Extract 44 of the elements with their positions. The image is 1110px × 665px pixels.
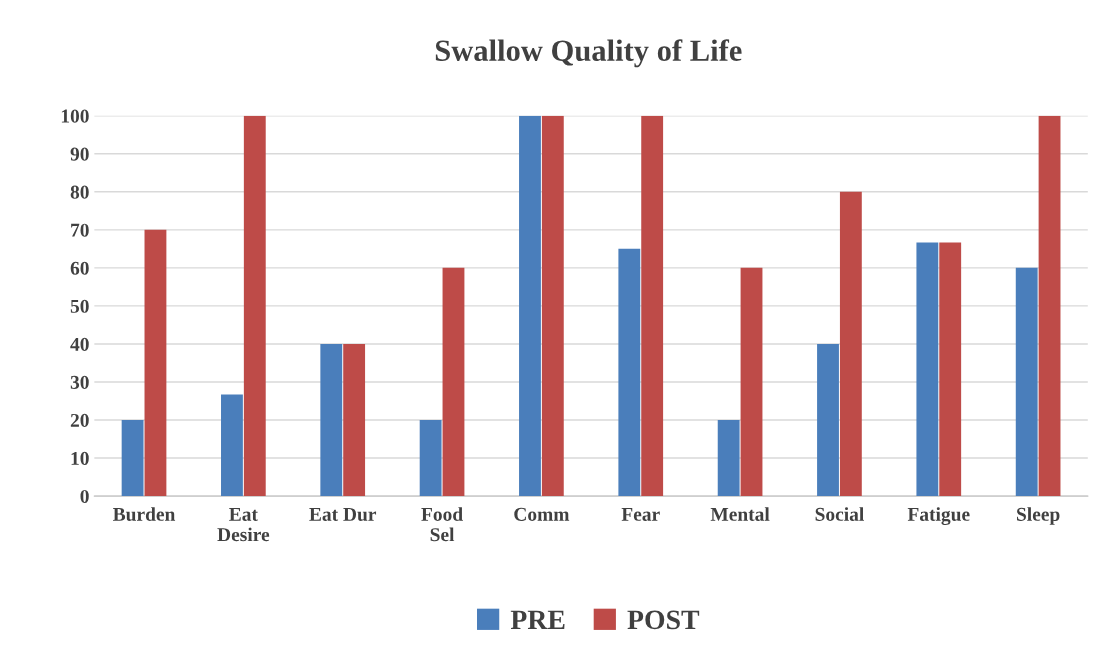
- bar: [320, 343, 343, 497]
- x-tick-label: Burden: [113, 507, 176, 521]
- y-tick-label: 60: [70, 261, 89, 275]
- x-tick-label: Food Sel: [421, 507, 463, 542]
- legend-label: PRE: [510, 610, 565, 629]
- bar: [243, 115, 266, 497]
- bar: [740, 267, 763, 497]
- y-tick-label: 80: [70, 185, 89, 199]
- bar: [817, 343, 839, 497]
- y-tick-label: 30: [70, 375, 89, 389]
- bar: [939, 242, 962, 497]
- y-tick-label: 0: [80, 489, 89, 504]
- bar: [1038, 115, 1061, 497]
- bar: [442, 267, 465, 497]
- bar: [1015, 267, 1038, 497]
- x-tick-label: Sleep: [1017, 507, 1060, 525]
- x-tick-label: Mental: [710, 507, 770, 521]
- bar: [839, 191, 862, 497]
- y-tick-label: 10: [71, 451, 89, 465]
- bar: [916, 242, 939, 497]
- x-tick-label: Social: [815, 507, 864, 521]
- x-tick-label: Eat Dur: [309, 507, 377, 521]
- bar: [641, 115, 664, 497]
- y-tick-label: 90: [70, 147, 89, 161]
- bar: [144, 229, 167, 497]
- x-tick-label: Comm: [514, 507, 570, 521]
- x-tick-label: Fear: [621, 507, 660, 521]
- bar: [121, 420, 144, 497]
- chart-title: Swallow Quality of Life: [435, 39, 742, 68]
- bar: [221, 394, 243, 497]
- y-tick-label: 20: [70, 413, 89, 427]
- y-tick-label: 40: [70, 337, 89, 351]
- bar: [717, 420, 740, 497]
- y-tick-label: 70: [71, 223, 89, 237]
- bar: [618, 248, 641, 497]
- x-tick-label: Fatigue: [907, 507, 970, 525]
- bar: [343, 343, 366, 497]
- legend-label: POST: [627, 610, 700, 630]
- y-tick-label: 50: [70, 299, 89, 313]
- bar: [519, 115, 541, 497]
- x-tick-label: Eat Desire: [217, 507, 270, 542]
- y-tick-label: 100: [61, 109, 89, 123]
- bar: [419, 420, 442, 497]
- bar: [541, 115, 564, 497]
